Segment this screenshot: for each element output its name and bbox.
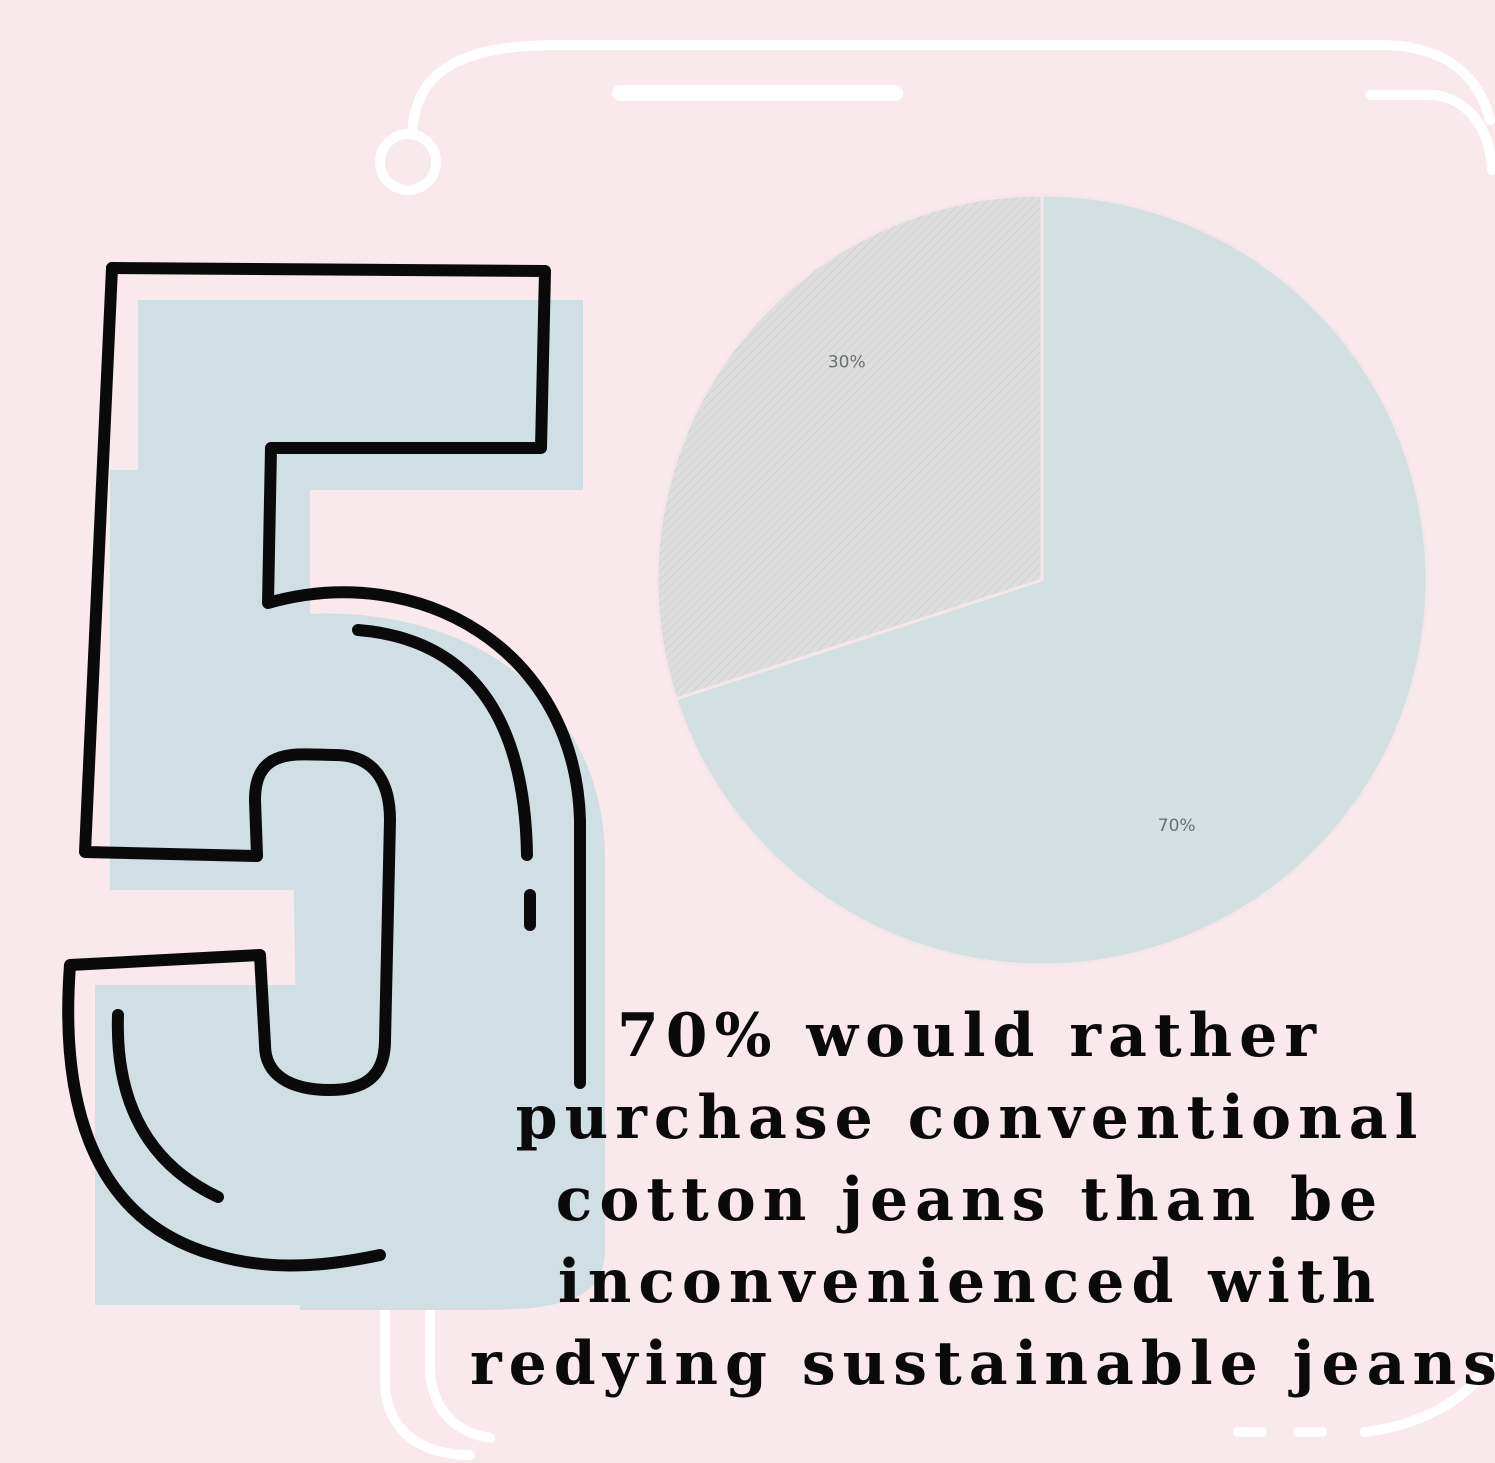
pie-slice bbox=[655, 193, 1044, 701]
decorative-frame bbox=[375, 40, 1495, 1460]
number-five-graphic bbox=[62, 262, 605, 1310]
caption-line: purchase conventional bbox=[515, 1083, 1425, 1153]
caption-line: 70% would rather bbox=[617, 1001, 1323, 1071]
caption-line: inconvenienced with bbox=[557, 1247, 1383, 1317]
caption-line: redying sustainable jeans. bbox=[470, 1329, 1495, 1399]
caption-line: cotton jeans than be bbox=[555, 1165, 1385, 1235]
pie-chart: 70% 30% bbox=[655, 193, 1429, 967]
headline-caption: 70% would rather purchase conventional c… bbox=[470, 995, 1495, 1405]
pie-slice-label: 30% bbox=[828, 352, 866, 372]
pie-slice bbox=[673, 193, 1429, 967]
pie-slice-label: 70% bbox=[1158, 816, 1196, 836]
